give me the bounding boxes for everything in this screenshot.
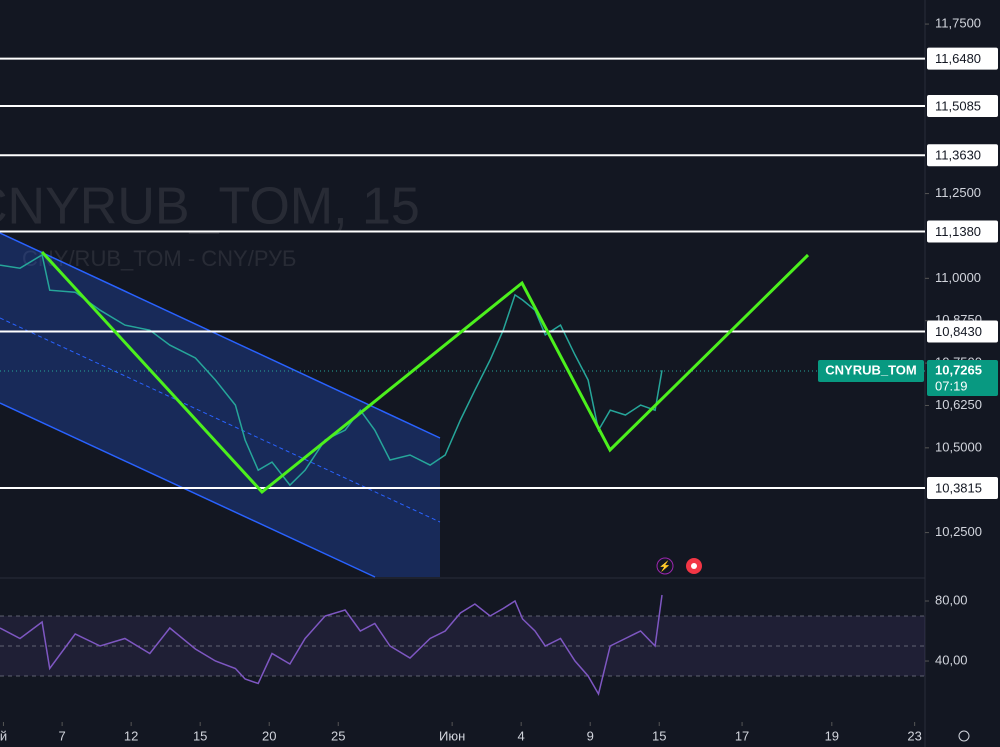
- channel-mid: [0, 317, 441, 523]
- level-label-box: [927, 94, 998, 117]
- settings-icon[interactable]: [958, 730, 970, 742]
- x-tick-label: 4: [518, 728, 525, 743]
- level-label-box: [927, 220, 998, 243]
- level-label: 11,6480: [935, 51, 981, 66]
- y-tick-label: 11,7500: [935, 16, 981, 31]
- level-label-box: [927, 320, 998, 343]
- watermark-title: CNYRUB_TOM, 15: [0, 178, 420, 236]
- zigzag: [40, 250, 810, 495]
- x-tick-label: 15: [652, 728, 666, 743]
- event-icon-glyph: ⚡: [659, 560, 671, 573]
- x-tick-label: 7: [59, 728, 66, 743]
- price-line: [0, 594, 663, 696]
- level-label-box: [927, 144, 998, 167]
- channel-fill: [0, 233, 440, 577]
- x-tick-label: й: [0, 728, 7, 743]
- y-tick-label: 10,2500: [935, 524, 982, 539]
- alert-icon-dot: [691, 563, 697, 569]
- level-label: 11,3630: [935, 148, 981, 163]
- x-tick-label: 17: [735, 728, 749, 743]
- event-icon[interactable]: [656, 557, 674, 575]
- level-label: 10,3815: [935, 480, 982, 495]
- x-tick-label: 9: [587, 728, 594, 743]
- y-tick-label: 80,00: [935, 592, 968, 607]
- dynamic: 11,750011,250011,000010,875010,750010,62…: [0, 16, 998, 743]
- channel-lower: [0, 402, 376, 578]
- level-label: 10,8430: [935, 324, 982, 339]
- price-line: [0, 253, 663, 487]
- symbol-label: CNYRUB_TOM: [825, 362, 917, 377]
- y-tick-label: 40,00: [935, 652, 968, 667]
- level-label: 11,1380: [935, 224, 981, 239]
- x-tick-label: 15: [193, 728, 207, 743]
- countdown: 07:19: [935, 378, 968, 393]
- last-price-label: 10,7265: [935, 362, 982, 377]
- x-tick-label: 20: [262, 728, 276, 743]
- level-label-box: [927, 477, 998, 500]
- level-label-box: [927, 47, 998, 70]
- y-tick-label: 11,0000: [935, 270, 981, 285]
- x-tick-label: 19: [825, 728, 839, 743]
- x-tick-label: 23: [907, 728, 921, 743]
- price-box: [927, 360, 998, 397]
- x-tick-label: Июн: [439, 728, 465, 743]
- level-label: 11,5085: [935, 98, 981, 113]
- y-tick-label: 10,6250: [935, 397, 982, 412]
- y-tick-label: 10,5000: [935, 439, 982, 454]
- x-tick-label: 25: [331, 728, 345, 743]
- y-tick-label: 11,2500: [935, 185, 981, 200]
- symbol-box: [818, 360, 924, 383]
- channel-upper: [0, 232, 441, 439]
- x-tick-label: 12: [124, 728, 138, 743]
- watermark-subtitle: CNY/RUB_TOM - CNY/РУБ: [22, 246, 296, 271]
